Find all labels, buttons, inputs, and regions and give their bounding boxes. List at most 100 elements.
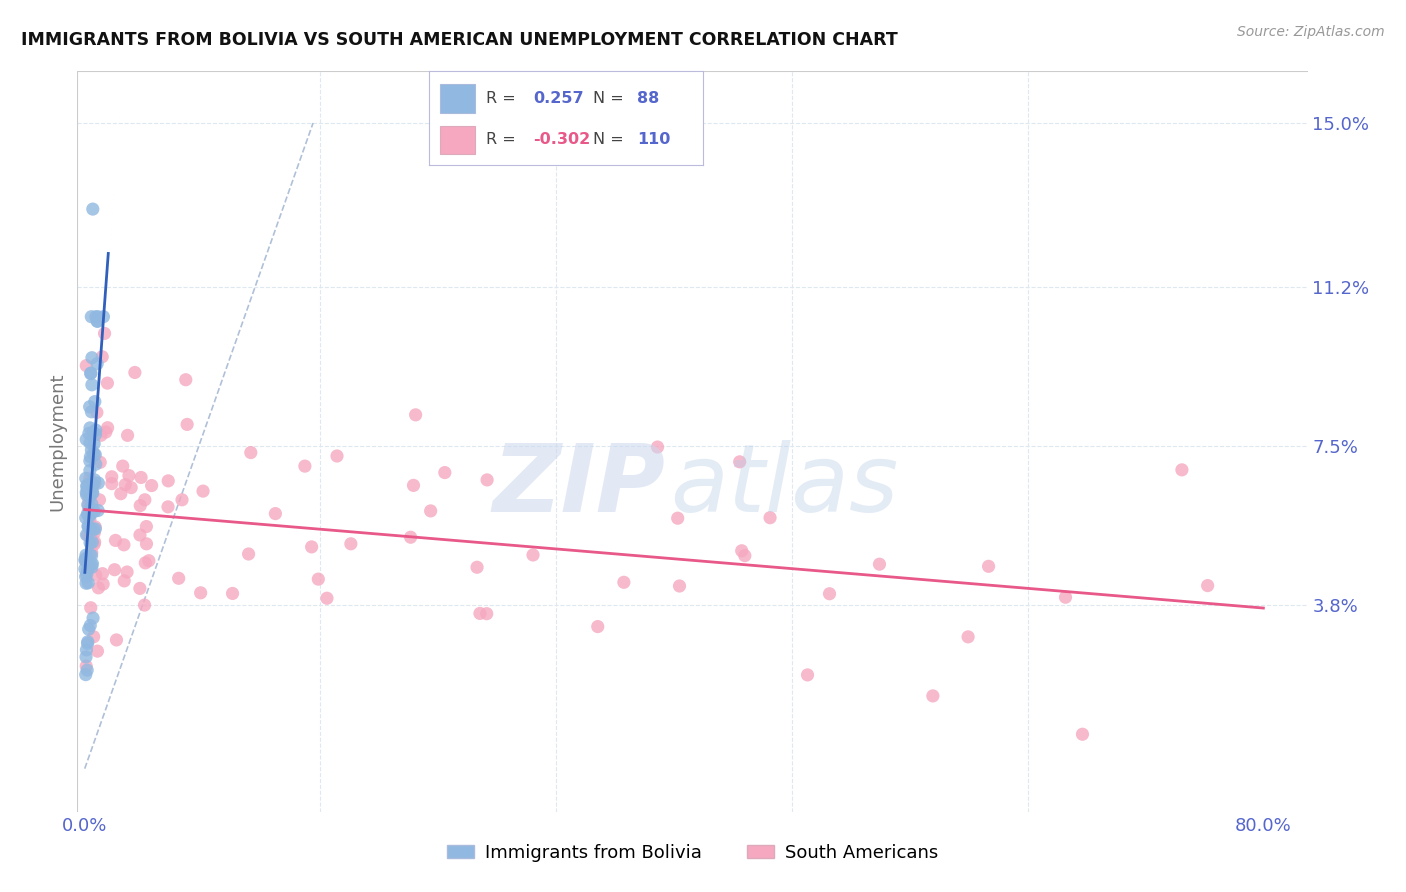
Point (668, 579, 690, 593)
Point (84, 457, 107, 471)
Point (176, 417, 198, 432)
Text: atlas: atlas (671, 441, 898, 532)
Point (77, 575, 100, 590)
Text: N =: N = (593, 132, 624, 147)
Point (79, 513, 101, 527)
Point (170, 492, 193, 507)
Point (76, 567, 98, 582)
Point (135, 537, 157, 551)
Point (77, 426, 100, 441)
Point (89, 492, 111, 507)
Point (77, 502, 100, 516)
Point (110, 487, 132, 501)
Point (80, 483, 103, 497)
Text: N =: N = (593, 91, 624, 106)
Point (75, 359, 97, 373)
Point (87, 503, 110, 517)
Point (80, 600, 103, 615)
Text: 0.257: 0.257 (533, 91, 583, 106)
Point (75, 553, 97, 567)
Point (86, 314, 108, 328)
Point (666, 511, 689, 525)
Point (1054, 591, 1077, 605)
Point (340, 537, 363, 551)
Point (79, 508, 101, 522)
Point (83, 537, 105, 551)
Point (76, 563, 98, 577)
Point (83, 448, 105, 462)
Point (977, 559, 1000, 574)
Point (93, 326, 115, 341)
Point (796, 668, 818, 682)
Point (141, 478, 163, 492)
Point (96, 376, 118, 391)
Point (82, 446, 104, 460)
Point (522, 548, 544, 562)
Point (79, 367, 101, 381)
Point (75, 576, 97, 591)
Point (82, 557, 104, 571)
Point (83, 504, 105, 518)
Point (402, 478, 425, 492)
Point (307, 572, 329, 586)
Point (135, 519, 157, 533)
Point (475, 473, 498, 487)
Point (90, 428, 112, 442)
Point (475, 607, 498, 621)
Point (1171, 463, 1194, 477)
Point (83, 630, 105, 644)
Point (129, 470, 152, 484)
Point (129, 499, 152, 513)
Point (77, 508, 100, 523)
Point (84, 520, 107, 534)
Point (79, 454, 101, 468)
Point (76, 663, 98, 677)
Point (82, 480, 104, 494)
Point (76, 488, 98, 502)
Point (586, 619, 609, 633)
Point (75, 471, 97, 485)
Point (759, 510, 782, 524)
Point (76, 528, 98, 542)
Point (97, 420, 120, 434)
Point (238, 547, 260, 561)
Legend: Immigrants from Bolivia, South Americans: Immigrants from Bolivia, South Americans (440, 837, 945, 870)
Point (264, 507, 287, 521)
Point (921, 689, 943, 703)
Point (294, 459, 316, 474)
Point (957, 630, 980, 644)
Text: 110: 110 (637, 132, 671, 147)
Point (77, 492, 100, 507)
Point (117, 428, 139, 442)
Point (82, 611, 104, 625)
Point (138, 554, 160, 568)
Point (112, 538, 135, 552)
Point (75, 552, 97, 566)
Point (93, 310, 115, 324)
Point (118, 468, 141, 483)
Point (87, 581, 110, 595)
Point (405, 408, 427, 422)
Point (419, 504, 441, 518)
Point (84, 475, 107, 490)
Text: ZIP: ZIP (492, 440, 665, 532)
Point (120, 481, 142, 495)
Point (77, 520, 100, 534)
Point (86, 357, 108, 371)
Point (75, 659, 97, 673)
Point (84, 568, 107, 582)
Point (83, 473, 105, 487)
Point (1197, 578, 1219, 592)
Point (124, 366, 146, 380)
Point (77, 622, 100, 636)
Point (79, 463, 101, 477)
Point (301, 540, 323, 554)
Point (79, 536, 101, 550)
Point (76, 636, 98, 650)
Point (728, 455, 751, 469)
Point (75, 433, 97, 447)
Point (75, 548, 97, 562)
Point (82, 535, 104, 549)
Text: -0.302: -0.302 (533, 132, 591, 147)
Point (75, 511, 97, 525)
